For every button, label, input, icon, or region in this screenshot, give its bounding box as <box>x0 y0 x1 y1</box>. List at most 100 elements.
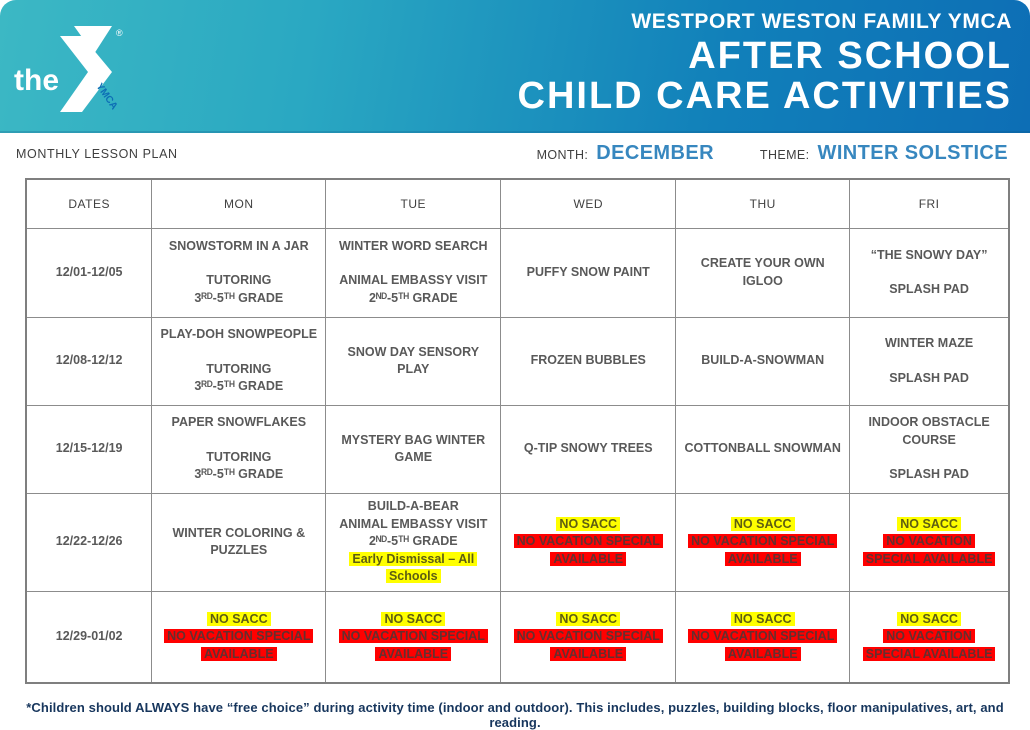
activity-line: 2ᴺᴰ-5ᵀᴴ GRADE <box>333 290 493 308</box>
blank-line <box>333 255 493 272</box>
org-name: WESTPORT WESTON FAMILY YMCA <box>631 10 1012 33</box>
month-theme-group: MONTH: DECEMBER THEME: WINTER SOLSTICE <box>537 142 1008 165</box>
activity-cell: BUILD-A-SNOWMAN <box>675 316 851 406</box>
lesson-table-body: 12/01-12/05 SNOWSTORM IN A JAR TUTORING 3ᴿᴰ… <box>25 227 1010 684</box>
activity-line: SPLASH PAD <box>857 466 1001 484</box>
activity-text: SNOW DAY SENSORY PLAY <box>347 344 480 377</box>
activity-cell: NO SACC NO VACATION SPECIAL AVAILABLE <box>849 590 1010 684</box>
activity-line: NO VACATION SPECIAL AVAILABLE <box>508 628 668 663</box>
activity-line: Early Dismissal – All Schools <box>333 551 493 586</box>
activity-line: NO SACC <box>508 611 668 629</box>
highlighted-note: NO SACC <box>730 516 795 531</box>
activity-line: WINTER WORD SEARCH <box>333 238 493 256</box>
activity-cell: Q-TIP SNOWY TREES <box>500 404 677 494</box>
blank-line <box>857 264 1001 281</box>
column-header-mon: MON <box>151 178 327 229</box>
dates-cell: 12/15-12/19 <box>25 404 153 494</box>
activity-line: NO SACC <box>683 516 842 534</box>
page-title-line1: AFTER SCHOOL <box>688 35 1012 77</box>
activity-line: ANIMAL EMBASSY VISIT <box>333 516 493 534</box>
activity-text: BUILD-A-BEAR <box>367 499 459 514</box>
activity-text: Q-TIP SNOWY TREES <box>523 441 653 456</box>
activity-text: PLAY-DOH SNOWPEOPLE <box>160 327 318 342</box>
activity-line: NO SACC <box>683 611 842 629</box>
activity-line: 3ᴿᴰ-5ᵀᴴ GRADE <box>159 290 318 308</box>
activity-line: SPLASH PAD <box>857 281 1001 299</box>
activity-text: BUILD-A-SNOWMAN <box>701 353 825 368</box>
footer-note: *Children should ALWAYS have “free choic… <box>26 700 1004 730</box>
table-header-row: DATES MON TUE WED THU FRI <box>25 178 1010 229</box>
activity-text: SPLASH PAD <box>889 370 969 385</box>
column-header-tue: TUE <box>325 178 502 229</box>
activity-text: WINTER WORD SEARCH <box>338 238 488 253</box>
activity-line: NO VACATION SPECIAL AVAILABLE <box>508 533 668 568</box>
activity-text: 3ᴿᴰ-5ᵀᴴ GRADE <box>194 379 284 394</box>
activity-line: NO SACC <box>159 611 318 629</box>
activity-text: TUTORING <box>206 273 272 288</box>
activity-text: ANIMAL EMBASSY VISIT <box>339 516 488 531</box>
activity-line: TUTORING <box>159 449 318 467</box>
table-row: 12/29-01/02 NO SACC NO VACATION SPECIAL AV… <box>25 590 1010 684</box>
activity-text: COTTONBALL SNOWMAN <box>684 441 841 456</box>
activity-text: FROZEN BUBBLES <box>530 353 646 368</box>
highlighted-note: NO SACC <box>556 516 621 531</box>
activity-line: SPLASH PAD <box>857 370 1001 388</box>
activity-line: COTTONBALL SNOWMAN <box>683 440 842 458</box>
activity-text: SPLASH PAD <box>889 282 969 296</box>
activity-line: FROZEN BUBBLES <box>508 352 668 370</box>
table-row: 12/15-12/19 PAPER SNOWFLAKES TUTORING 3ᴿᴰ-5… <box>25 404 1010 494</box>
activity-text: 3ᴿᴰ-5ᵀᴴ GRADE <box>194 290 284 305</box>
activity-cell: NO SACC NO VACATION SPECIAL AVAILABLE <box>500 492 677 592</box>
highlighted-note: NO VACATION SPECIAL AVAILABLE <box>164 629 314 661</box>
activity-line: TUTORING <box>159 361 318 379</box>
highlighted-note: NO SACC <box>897 516 961 531</box>
activity-line: ANIMAL EMBASSY VISIT <box>333 272 493 290</box>
activity-line: PAPER SNOWFLAKES <box>159 414 318 432</box>
column-header-dates: DATES <box>25 178 153 229</box>
highlighted-note: NO VACATION SPECIAL AVAILABLE <box>688 629 838 661</box>
activity-line: NO SACC <box>508 516 668 534</box>
page-title-line2: CHILD CARE ACTIVITIES <box>517 75 1012 117</box>
highlighted-note: Early Dismissal – All Schools <box>349 551 478 584</box>
activity-line: WINTER COLORING & PUZZLES <box>159 525 318 560</box>
activity-cell: NO SACC NO VACATION SPECIAL AVAILABLE <box>325 590 502 684</box>
activity-text: WINTER COLORING & PUZZLES <box>172 525 306 558</box>
activity-line: CREATE YOUR OWN IGLOO <box>683 255 842 290</box>
activity-cell: PUFFY SNOW PAINT <box>500 227 677 318</box>
activity-cell: MYSTERY BAG WINTER GAME <box>325 404 502 494</box>
activity-text: “THE SNOWY DAY” <box>870 247 988 262</box>
activity-cell: WINTER MAZE SPLASH PAD <box>849 316 1010 406</box>
activity-text: CREATE YOUR OWN IGLOO <box>700 256 825 288</box>
activity-line: NO SACC <box>333 611 493 629</box>
activity-text: 3ᴿᴰ-5ᵀᴴ GRADE <box>194 467 284 482</box>
banner-text-block: WESTPORT WESTON FAMILY YMCA AFTER SCHOOL… <box>518 8 1013 116</box>
activity-text: INDOOR OBSTACLE COURSE <box>868 415 990 447</box>
blank-line <box>159 432 318 449</box>
column-header-thu: THU <box>675 178 851 229</box>
activity-line: “THE SNOWY DAY” <box>857 247 1001 265</box>
column-header-fri: FRI <box>849 178 1010 229</box>
activity-cell: WINTER WORD SEARCH ANIMAL EMBASSY VISIT 2ᴺ… <box>325 227 502 318</box>
activity-line: WINTER MAZE <box>857 335 1001 353</box>
month-value: DECEMBER <box>596 142 714 164</box>
activity-text: SPLASH PAD <box>889 467 969 482</box>
meta-row: MONTHLY LESSON PLAN MONTH: DECEMBER THEM… <box>0 133 1030 174</box>
highlighted-note: NO SACC <box>556 611 621 626</box>
activity-line: BUILD-A-SNOWMAN <box>683 352 842 370</box>
dates-cell: 12/22-12/26 <box>25 492 153 592</box>
activity-line: 3ᴿᴰ-5ᵀᴴ GRADE <box>159 378 318 396</box>
blank-line <box>857 353 1001 370</box>
logo-the-text: the <box>14 64 59 97</box>
activity-line: NO VACATION SPECIAL AVAILABLE <box>159 628 318 663</box>
table-row: 12/01-12/05 SNOWSTORM IN A JAR TUTORING 3ᴿᴰ… <box>25 227 1010 318</box>
activity-line: NO VACATION SPECIAL AVAILABLE <box>857 628 1001 663</box>
activity-text: TUTORING <box>206 361 272 376</box>
activity-line: BUILD-A-BEAR <box>333 498 493 516</box>
activity-line: NO SACC <box>857 611 1001 629</box>
activity-cell: “THE SNOWY DAY” SPLASH PAD <box>849 227 1010 318</box>
activity-text: TUTORING <box>206 449 272 464</box>
activity-text: WINTER MAZE <box>885 336 974 350</box>
activity-line: Q-TIP SNOWY TREES <box>508 440 668 458</box>
highlighted-note: NO VACATION SPECIAL AVAILABLE <box>513 629 663 661</box>
activity-line: SNOWSTORM IN A JAR <box>159 238 318 256</box>
